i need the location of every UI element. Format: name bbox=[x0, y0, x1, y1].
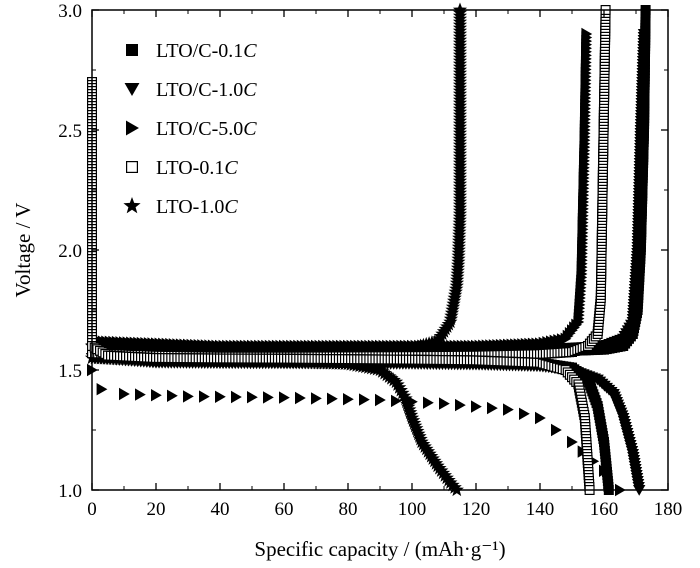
data-point bbox=[311, 392, 322, 405]
data-point bbox=[434, 463, 449, 477]
data-point bbox=[439, 470, 454, 485]
data-point bbox=[390, 377, 405, 391]
data-point bbox=[430, 458, 445, 473]
x-tick-label: 160 bbox=[590, 499, 619, 520]
data-point bbox=[388, 374, 404, 389]
data-point bbox=[279, 391, 290, 404]
data-point bbox=[231, 390, 242, 404]
y-axis-title: Voltage / V bbox=[11, 203, 35, 298]
data-point bbox=[119, 387, 130, 401]
x-tick-label: 0 bbox=[87, 499, 97, 520]
y-tick-label: 1.0 bbox=[58, 481, 82, 502]
legend-marker bbox=[125, 161, 138, 174]
data-point bbox=[295, 391, 306, 405]
legend-marker bbox=[124, 83, 140, 96]
x-tick-label: 140 bbox=[526, 499, 555, 520]
legend-marker bbox=[123, 197, 141, 214]
data-point bbox=[441, 472, 456, 487]
data-point bbox=[391, 394, 402, 408]
data-point bbox=[375, 393, 386, 407]
data-point bbox=[439, 397, 450, 410]
legend-marker bbox=[126, 44, 138, 56]
data-point bbox=[407, 395, 418, 408]
y-tick-label: 3.0 bbox=[58, 1, 82, 22]
series-lto-1-0c bbox=[84, 2, 468, 497]
data-point bbox=[581, 27, 593, 41]
data-point bbox=[519, 407, 530, 420]
x-axis-title: Specific capacity / (mAh·g⁻¹) bbox=[254, 537, 505, 561]
data-point bbox=[503, 403, 514, 416]
data-point bbox=[151, 389, 162, 402]
data-point bbox=[443, 475, 458, 489]
data-point bbox=[343, 393, 354, 406]
data-point bbox=[535, 411, 546, 425]
data-point bbox=[263, 391, 274, 404]
x-tick-label: 40 bbox=[211, 499, 230, 520]
data-point bbox=[445, 477, 460, 492]
legend-label: LTO/C-0.1C bbox=[156, 40, 257, 62]
x-tick-label: 20 bbox=[147, 499, 166, 520]
data-point bbox=[393, 382, 408, 397]
data-point bbox=[423, 396, 434, 409]
data-point bbox=[183, 390, 194, 403]
data-markers bbox=[84, 2, 651, 497]
data-point bbox=[247, 391, 258, 404]
data-point bbox=[96, 383, 108, 396]
data-point bbox=[432, 460, 447, 475]
data-point bbox=[551, 423, 562, 437]
data-point bbox=[567, 435, 578, 449]
x-tick-label: 60 bbox=[275, 499, 294, 520]
data-point bbox=[395, 385, 410, 400]
legend-label: LTO-1.0C bbox=[156, 196, 238, 218]
data-point bbox=[455, 398, 466, 412]
legend-label: LTO/C-1.0C bbox=[156, 79, 257, 101]
x-tick-label: 180 bbox=[654, 499, 683, 520]
data-point bbox=[135, 388, 146, 401]
axis-ticks: 0 20 40 60 80 100 120 140 160 180 1.0 1.5 2.0 2.5 3.0 bbox=[58, 1, 682, 520]
data-point bbox=[436, 465, 451, 480]
data-point bbox=[359, 393, 370, 406]
data-point bbox=[437, 468, 452, 482]
y-tick-label: 2.0 bbox=[58, 241, 82, 262]
data-point bbox=[199, 390, 210, 403]
data-point bbox=[215, 390, 226, 403]
legend: LTO/C-0.1C LTO/C-1.0C LTO/C-5.0C LTO-0.1C LT… bbox=[123, 40, 257, 218]
data-point bbox=[447, 480, 462, 494]
data-point bbox=[396, 388, 412, 403]
y-tick-label: 2.5 bbox=[58, 121, 82, 142]
data-point bbox=[167, 389, 178, 402]
legend-label: LTO/C-5.0C bbox=[156, 118, 257, 140]
data-point bbox=[392, 380, 407, 394]
legend-label: LTO-0.1C bbox=[156, 157, 238, 179]
legend-marker bbox=[126, 120, 139, 136]
data-point bbox=[471, 400, 482, 413]
y-tick-label: 1.5 bbox=[58, 361, 82, 382]
data-point bbox=[487, 401, 498, 415]
data-point bbox=[327, 392, 338, 405]
x-tick-label: 100 bbox=[398, 499, 427, 520]
x-tick-label: 80 bbox=[339, 499, 358, 520]
x-tick-label: 120 bbox=[462, 499, 491, 520]
